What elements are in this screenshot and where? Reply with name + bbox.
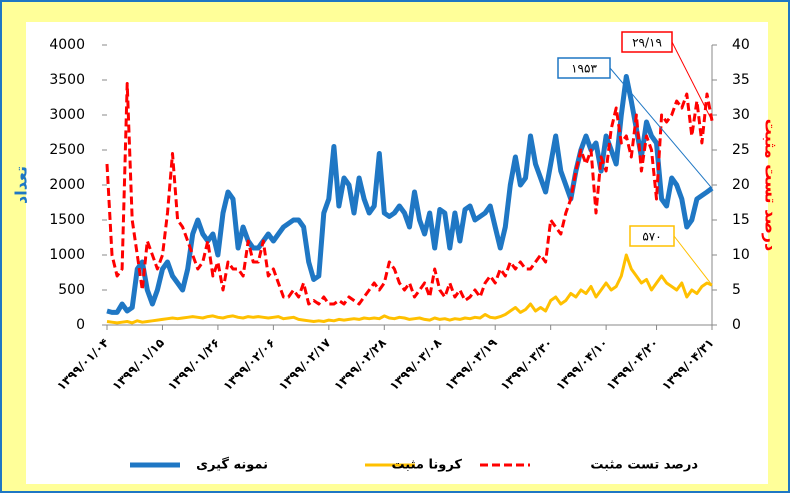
annotation: ۱۹۵۳ (571, 62, 597, 76)
y2-tick-label: 0 (732, 317, 741, 333)
callout-line (609, 67, 713, 189)
legend-label: درصد تست مثبت (590, 458, 698, 473)
callout-box (629, 225, 675, 247)
y2-tick-label: 30 (732, 107, 750, 123)
legend-label: نمونه گیری (196, 457, 268, 473)
series-line (106, 74, 714, 315)
y-tick-label: 3500 (49, 72, 85, 88)
y2-tick-label: 5 (732, 282, 741, 298)
plot-background (26, 22, 768, 484)
y2-tick-label: 10 (732, 247, 750, 263)
y-tick-label: 0 (76, 317, 85, 333)
series-line (106, 253, 713, 325)
callout-line (671, 41, 713, 121)
y-tick-label: 3000 (49, 107, 85, 123)
y2-axis-label: درصد تست مثبت (762, 119, 781, 251)
y-tick-label: 4000 (49, 37, 85, 53)
y2-tick-label: 15 (732, 212, 750, 228)
callout-box (557, 57, 611, 79)
y2-tick-label: 40 (732, 37, 750, 53)
y2-tick-label: 35 (732, 72, 750, 88)
annotation: ۵۷۰ (642, 230, 661, 244)
y-tick-label: 1500 (49, 212, 85, 228)
y-axis-label: تعداد (12, 166, 31, 204)
callout-line (673, 235, 713, 286)
y-tick-label: 500 (58, 282, 85, 298)
y2-tick-label: 20 (732, 177, 750, 193)
annotation: ۲۹/۱۹ (632, 36, 662, 50)
y2-tick-label: 25 (732, 142, 750, 158)
y-tick-label: 2000 (49, 177, 85, 193)
y-tick-label: 2500 (49, 142, 85, 158)
legend-label: کرونا مثبت (392, 458, 463, 473)
y-tick-label: 1000 (49, 247, 85, 263)
callout-box (621, 31, 673, 53)
